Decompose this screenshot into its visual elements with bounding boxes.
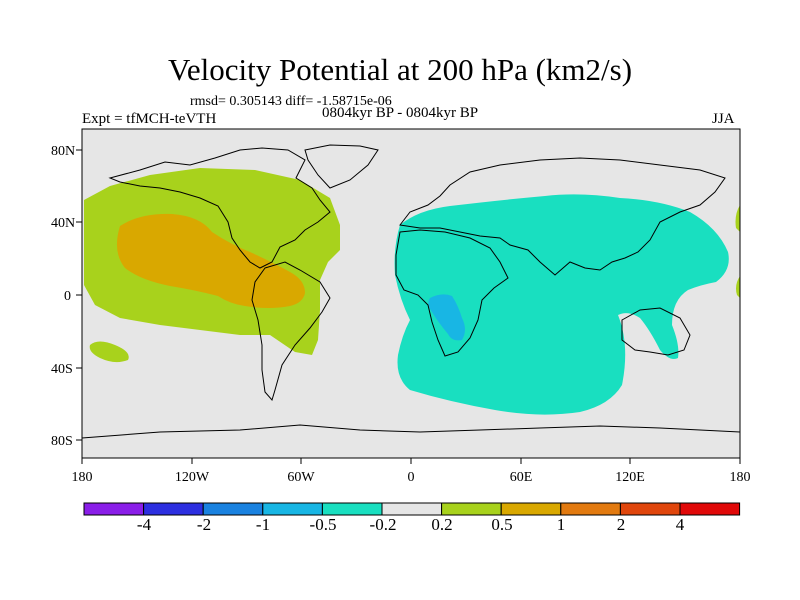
contour-negative-weak (394, 194, 729, 415)
lon-label: 60E (510, 470, 533, 485)
colorbar-label: 2 (617, 515, 626, 534)
colorbar-label: 4 (676, 515, 685, 534)
colorbar-label: -0.2 (370, 515, 397, 534)
lon-label: 120W (175, 470, 210, 485)
lon-label: 0 (408, 470, 415, 485)
colorbar (83, 502, 741, 516)
colorbar-box (381, 502, 443, 516)
coast-africa (395, 229, 509, 357)
lat-label: 80N (51, 144, 75, 159)
colorbar-box (262, 502, 323, 516)
coast-north-america (108, 147, 331, 269)
colorbar-label: 1 (557, 515, 566, 534)
map-title: Velocity Potential at 200 hPa (km2/s) (167, 52, 633, 87)
colorbar-label: -0.5 (310, 515, 337, 534)
colorbar-label: 0.5 (491, 515, 512, 534)
contour-positive-weak-southpacific (89, 341, 129, 363)
lat-label: 40N (51, 216, 75, 231)
colorbar-box (441, 502, 502, 516)
experiment-label: Expt = tfMCH-teVTH (82, 111, 217, 127)
colorbar-box (321, 502, 383, 516)
lat-label: 40S (51, 362, 73, 377)
colorbar-box (143, 502, 204, 516)
stats-label: rmsd= 0.305143 diff= -1.58715e-06 (190, 94, 392, 109)
contour-positive-weak-westpacific-edge (735, 205, 740, 298)
coast-greenland (304, 144, 379, 189)
season-label: JJA (712, 111, 735, 127)
colorbar-box (500, 502, 562, 516)
coast-eurasia (399, 157, 726, 276)
lon-ticks (81, 458, 741, 464)
coast-antarctica (81, 424, 741, 439)
colorbar-label: -1 (256, 515, 270, 534)
lon-label: 120E (615, 470, 645, 485)
colorbar-label: -2 (197, 515, 211, 534)
colorbar-box (560, 502, 621, 516)
colorbar-label: 0.2 (431, 515, 452, 534)
lon-label: 60W (287, 470, 315, 485)
contour-negative-mid (428, 294, 465, 341)
contour-positive-mid (116, 213, 305, 308)
colorbar-label: -4 (137, 515, 152, 534)
coast-south-america (251, 261, 331, 402)
lat-label: 0 (64, 289, 71, 304)
colorbar-box (679, 502, 741, 516)
coastlines (81, 144, 741, 439)
colorbar-box (202, 502, 264, 516)
colorbar-box (83, 502, 145, 516)
lat-ticks (76, 149, 82, 441)
lon-label: 180 (730, 470, 751, 485)
coast-australia (621, 307, 691, 356)
lon-label: 180 (72, 470, 93, 485)
colorbar-box (619, 502, 681, 516)
lat-label: 80S (51, 434, 73, 449)
period-label: 0804kyr BP - 0804kyr BP (322, 105, 479, 121)
